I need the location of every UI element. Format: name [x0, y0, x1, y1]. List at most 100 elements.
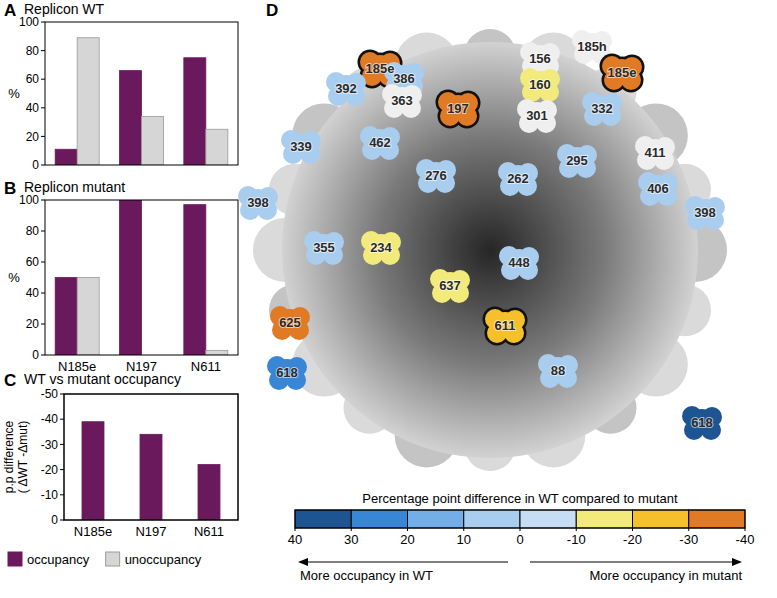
y-axis-title: p.p difference — [2, 420, 16, 493]
y-tick-label: 0 — [32, 158, 39, 172]
glycan-site — [499, 246, 539, 280]
glycan-site — [430, 269, 470, 303]
site-label: 295 — [566, 153, 588, 168]
y-tick — [41, 136, 45, 137]
y-tick-label: 100 — [19, 15, 39, 29]
colorbar-tick — [351, 528, 352, 531]
y-tick-label: 60 — [26, 72, 40, 86]
colorbar-tick — [295, 528, 296, 531]
arrow-line — [530, 562, 734, 563]
x-tick-label: N185e — [74, 524, 112, 539]
glycan-site — [682, 406, 722, 440]
x-tick-label: N611 — [194, 524, 224, 539]
colorbar-box — [464, 510, 520, 528]
panel-letter: B — [4, 179, 16, 198]
colorbar-tick-label: -10 — [567, 532, 586, 547]
legend-label: unoccupancy — [125, 552, 202, 567]
y-tick-label: 40 — [26, 101, 40, 115]
y-tick-label: 40 — [26, 286, 40, 300]
y-tick — [41, 50, 45, 51]
glycan-site — [416, 159, 456, 193]
colorbar-tick — [576, 528, 577, 531]
y-tick — [41, 355, 45, 356]
site-label: 197 — [447, 101, 469, 116]
site-label: 185h — [577, 39, 607, 54]
bar: occupancy — [198, 465, 220, 520]
y-tick-label: -20 — [41, 463, 59, 477]
y-tick — [41, 79, 45, 80]
glycan-site — [270, 306, 310, 340]
plot-frame — [45, 200, 238, 355]
site-label: 339 — [290, 139, 312, 154]
site-label: 234 — [370, 240, 392, 255]
bar: occupancy — [184, 58, 206, 165]
chart-title: WT vs mutant occupancy — [24, 371, 181, 387]
x-tick-label: N197 — [135, 524, 166, 539]
bar: unoccupancy — [77, 278, 99, 356]
y-tick-label: 80 — [26, 44, 40, 58]
site-label: 355 — [313, 240, 335, 255]
colorbar-tick-label: -30 — [679, 532, 698, 547]
colorbar-box — [295, 510, 351, 528]
y-tick — [41, 231, 45, 232]
arrow-head — [298, 558, 308, 566]
y-tick-label: 80 — [26, 224, 40, 238]
panel-letter: A — [4, 1, 16, 20]
glycan-site — [538, 354, 578, 388]
panel-2: CWT vs mutant occupancy0-10-20-30-40-50o… — [2, 371, 238, 539]
site-label: 398 — [247, 195, 269, 210]
arrow-label: More occupancy in WT — [300, 568, 433, 583]
bars: occupancyoccupancyoccupancyunoccupancyun… — [55, 200, 228, 355]
y-tick-label: 0 — [32, 348, 39, 362]
y-tick-label: -30 — [41, 438, 59, 452]
colorbar-box — [408, 510, 464, 528]
panel-letter: D — [266, 1, 278, 20]
glycan-site — [361, 231, 401, 265]
legend-label: occupancy — [27, 552, 90, 567]
site-label: 185e — [366, 61, 395, 76]
colorbar-tick — [463, 528, 464, 531]
y-tick-label: 60 — [26, 255, 40, 269]
y-axis-title: ( ΔWT -Δmut) — [16, 421, 30, 493]
bar: occupancy — [140, 434, 162, 520]
glycan-site — [638, 172, 678, 206]
site-label: 156 — [529, 51, 551, 66]
figure: AReplicon WT020406080100occupancyoccupan… — [0, 0, 777, 598]
colorbar-frame — [295, 510, 745, 528]
colorbar-tick — [407, 528, 408, 531]
site-label: 185e — [608, 65, 637, 80]
y-tick-label: 20 — [26, 317, 40, 331]
plot-frame — [45, 22, 238, 165]
legend: occupancy unoccupancy — [8, 552, 202, 567]
bar: occupancy — [82, 422, 104, 520]
glycan-site — [483, 307, 528, 346]
chart-title: Replicon mutant — [24, 179, 125, 195]
bar: occupancy — [55, 149, 77, 165]
colorbar-tick-label: 20 — [400, 532, 414, 547]
glycan-site — [267, 356, 307, 390]
site-label: 386 — [393, 71, 415, 86]
colorbar-tick — [520, 528, 521, 531]
y-tick-label: 100 — [19, 193, 39, 207]
arrow-line — [306, 562, 508, 563]
glycan-site — [600, 54, 645, 93]
colorbar-tick-label: 0 — [516, 532, 523, 547]
glycan-site — [304, 231, 344, 265]
colorbar: Percentage point difference in WT compar… — [288, 491, 755, 583]
site-label: 363 — [391, 93, 413, 108]
colorbar-tick-label: 40 — [288, 532, 302, 547]
y-axis-title: % — [8, 86, 20, 101]
bars: occupancy occupancy occupancy — [82, 422, 220, 520]
colorbar-tick-label: -40 — [736, 532, 755, 547]
bar: occupancy — [55, 278, 77, 356]
panel-structure: D185e185h185e156160386392363197301332411… — [238, 1, 754, 583]
y-tick-label: 20 — [26, 130, 40, 144]
panel-1: B Replicon mutant 0 20 40 60 80 100 occupancyocc… — [4, 179, 238, 374]
glycan-site — [360, 126, 400, 160]
site-label: 618 — [691, 415, 713, 430]
y-tick — [41, 293, 45, 294]
colorbar-box — [633, 510, 689, 528]
site-label: 262 — [507, 171, 529, 186]
glycan-site — [635, 136, 675, 170]
site-label: 301 — [526, 108, 548, 123]
